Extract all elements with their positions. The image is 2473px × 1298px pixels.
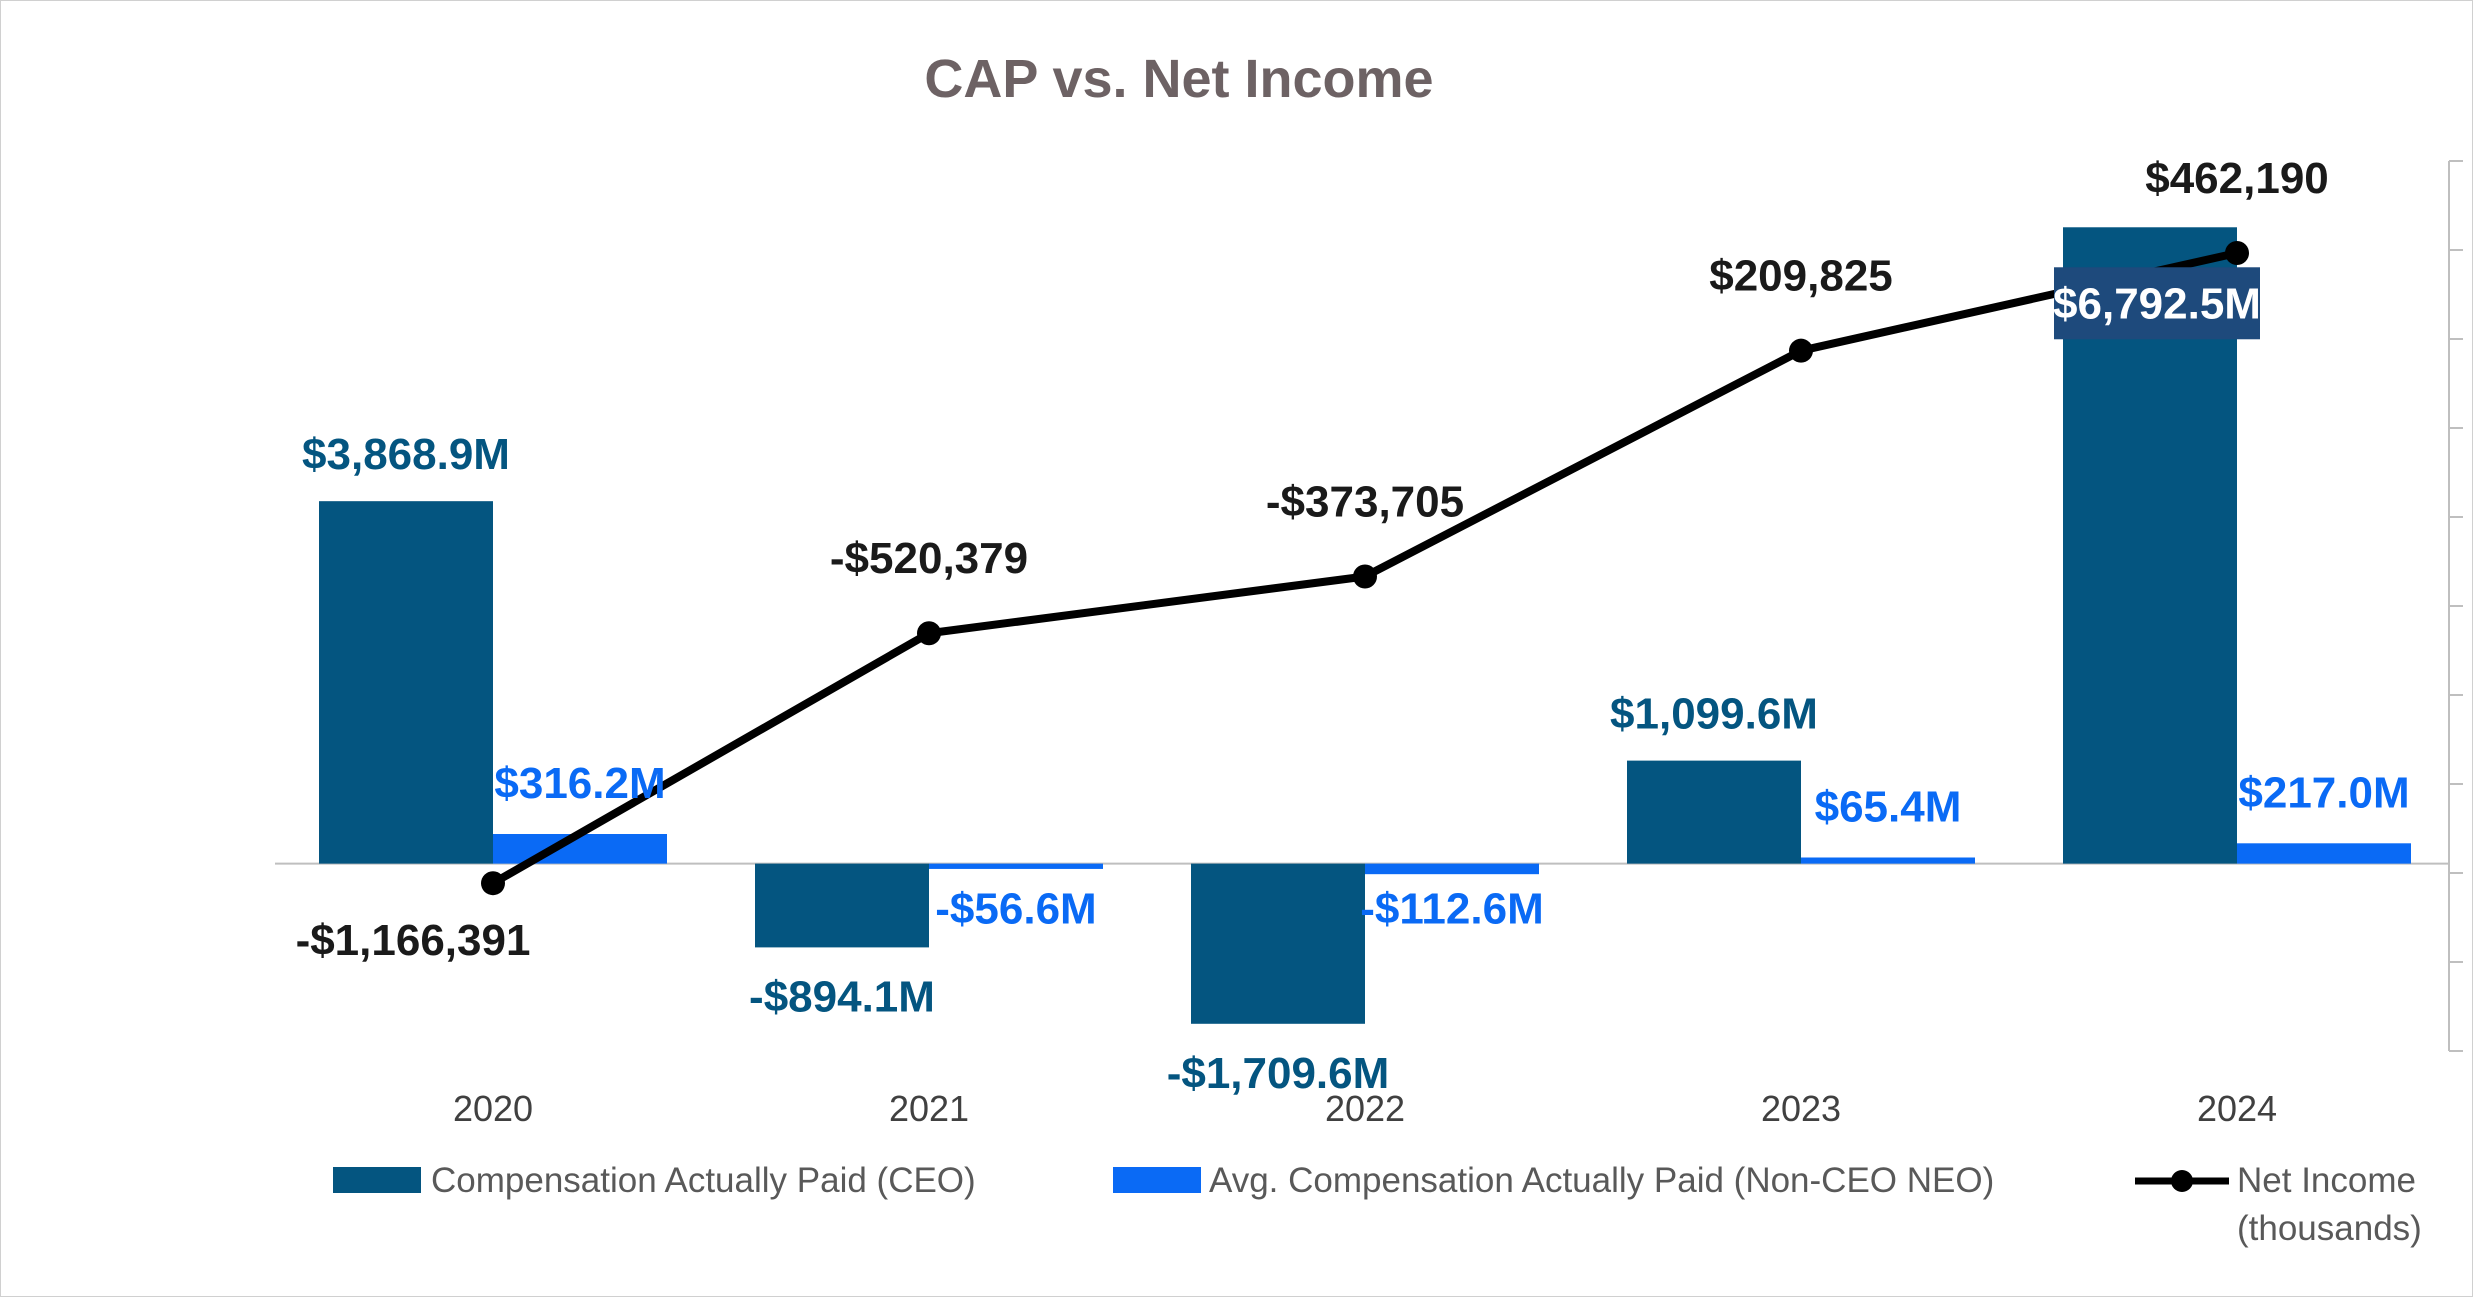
legend-swatch-ceo-cap — [333, 1167, 421, 1193]
bar-non-ceo-cap-2020 — [493, 834, 667, 864]
label-net-income-2023: $209,825 — [1709, 252, 1893, 301]
x-tick-2020: 2020 — [453, 1088, 533, 1129]
legend-swatch-non-ceo-cap — [1113, 1167, 1201, 1193]
chart-title: CAP vs. Net Income — [924, 49, 1433, 109]
bar-non-ceo-cap-2021 — [929, 863, 1103, 869]
data-labels-group: $3,868.9M $316.2M -$894.1M-$56.6M -$1,709.6… — [296, 154, 2410, 1098]
label-ceo-cap-2022: -$1,709.6M — [1167, 1049, 1390, 1098]
bar-non-ceo-cap-2022 — [1365, 863, 1539, 875]
right-axis — [2448, 160, 2463, 1052]
net-income-marker-2024 — [2225, 241, 2249, 266]
legend-label-non-ceo-cap: Avg. Compensation Actually Paid (Non-CEO… — [1209, 1161, 1994, 1200]
legend-label-ceo-cap: Compensation Actually Paid (CEO) — [431, 1161, 976, 1200]
bar-ceo-cap-2020 — [319, 501, 493, 864]
label-non-ceo-cap-2023: $65.4M — [1815, 783, 1962, 832]
label-non-ceo-cap-2021: -$56.6M — [935, 885, 1096, 934]
label-non-ceo-cap-2024: $217.0M — [2238, 768, 2409, 817]
x-tick-2022: 2022 — [1325, 1088, 1405, 1129]
bar-non-ceo-cap-2023 — [1801, 857, 1975, 864]
label-net-income-2022: -$373,705 — [1266, 477, 1464, 526]
label-ceo-cap-2020: $3,868.9M — [302, 430, 510, 479]
label-net-income-2020: -$1,166,391 — [296, 916, 531, 965]
bar-non-ceo-cap-2024 — [2237, 843, 2411, 864]
label-ceo-cap-2021: -$894.1M — [749, 972, 935, 1021]
label-ceo-cap-2024: $6,792.5M — [2053, 279, 2261, 328]
bar-ceo-cap-2022 — [1191, 863, 1365, 1024]
bar-ceo-cap-2023 — [1627, 760, 1801, 864]
legend-label-net-income-line-2: (thousands) — [2237, 1209, 2422, 1248]
net-income-marker-2021 — [917, 621, 941, 646]
legend: Compensation Actually Paid (CEO) Avg. Co… — [333, 1161, 2422, 1248]
net-income-line-group — [481, 241, 2249, 896]
legend-label-net-income-line-1: Net Income — [2237, 1161, 2416, 1200]
label-net-income-2021: -$520,379 — [830, 534, 1028, 583]
net-income-marker-2022 — [1353, 564, 1377, 589]
legend-swatch-net-income-marker — [2171, 1170, 2193, 1192]
label-ceo-cap-2023: $1,099.6M — [1610, 690, 1818, 739]
x-tick-2021: 2021 — [889, 1088, 969, 1129]
x-tick-2024: 2024 — [2197, 1088, 2277, 1129]
x-tick-labels-group: 2020 2021 2022 2023 2024 — [453, 1088, 2277, 1129]
label-non-ceo-cap-2022: -$112.6M — [1360, 885, 1543, 934]
label-ceo-cap-bg-2024 — [2054, 267, 2260, 340]
legend-label-net-income: Net Income (thousands) — [2237, 1161, 2422, 1248]
bar-ceo-cap-2021 — [755, 863, 929, 948]
label-non-ceo-cap-2020: $316.2M — [494, 759, 665, 808]
net-income-marker-2020 — [481, 871, 505, 896]
x-tick-2023: 2023 — [1761, 1088, 1841, 1129]
net-income-marker-2023 — [1789, 338, 1813, 363]
label-net-income-2024: $462,190 — [2145, 154, 2329, 203]
